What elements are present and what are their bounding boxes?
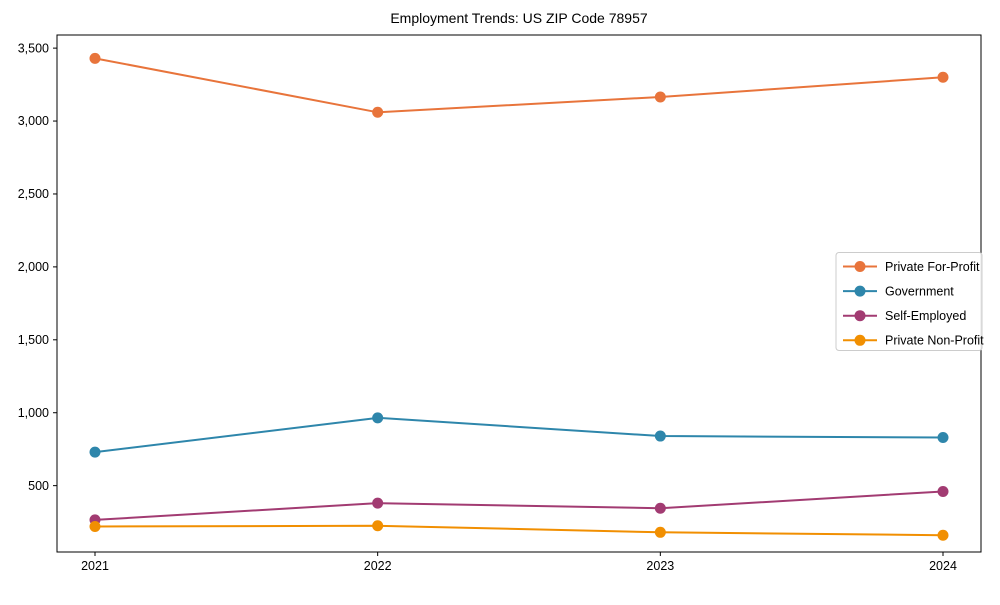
- legend-marker: [854, 334, 866, 346]
- series-group: [89, 52, 949, 541]
- x-tick-label: 2024: [929, 559, 957, 573]
- series-line: [94, 57, 944, 114]
- data-point-marker: [654, 430, 666, 442]
- legend-box: [835, 252, 983, 351]
- legend-label: Government: [885, 284, 954, 298]
- y-tick-label: 3,500: [18, 41, 49, 55]
- data-point-marker: [937, 432, 949, 444]
- axes-group: 500 1,000 1,500 2,000 2,500 3,000 3,500 2021 202…: [18, 34, 982, 573]
- data-point-marker: [372, 106, 384, 118]
- y-tick-label: 3,000: [18, 114, 49, 128]
- data-point-marker: [937, 529, 949, 541]
- legend-label: Self-Employed: [885, 309, 966, 323]
- data-point-marker: [89, 446, 101, 458]
- legend-marker: [854, 285, 866, 297]
- x-tick-label: 2023: [646, 559, 674, 573]
- data-point-marker: [372, 412, 384, 424]
- series-line: [94, 524, 944, 537]
- data-point-marker: [372, 520, 384, 532]
- data-point-marker: [372, 497, 384, 509]
- data-point-marker: [654, 502, 666, 514]
- chart-title: Employment Trends: US ZIP Code 78957: [390, 10, 648, 26]
- data-point-marker: [89, 52, 101, 64]
- legend-marker: [854, 261, 866, 272]
- y-tick-label: 500: [28, 479, 49, 493]
- x-tick-label: 2021: [81, 559, 109, 573]
- data-point-marker: [937, 71, 949, 83]
- series-line: [94, 416, 944, 454]
- legend-marker: [854, 310, 866, 322]
- data-point-marker: [654, 526, 666, 538]
- y-tick-label: 1,500: [18, 333, 49, 347]
- legend: Private For-Profit Government Self-Employe…: [835, 252, 984, 351]
- data-point-marker: [89, 520, 101, 532]
- y-tick-label: 1,000: [18, 406, 49, 420]
- y-tick-label: 2,500: [18, 187, 49, 201]
- y-tick-label: 2,000: [18, 260, 49, 274]
- series-line: [94, 490, 944, 521]
- data-point-marker: [937, 485, 949, 497]
- legend-label: Private Non-Profit: [885, 334, 984, 348]
- x-tick-label: 2022: [364, 559, 392, 573]
- legend-label: Private For-Profit: [885, 260, 980, 274]
- data-point-marker: [654, 91, 666, 103]
